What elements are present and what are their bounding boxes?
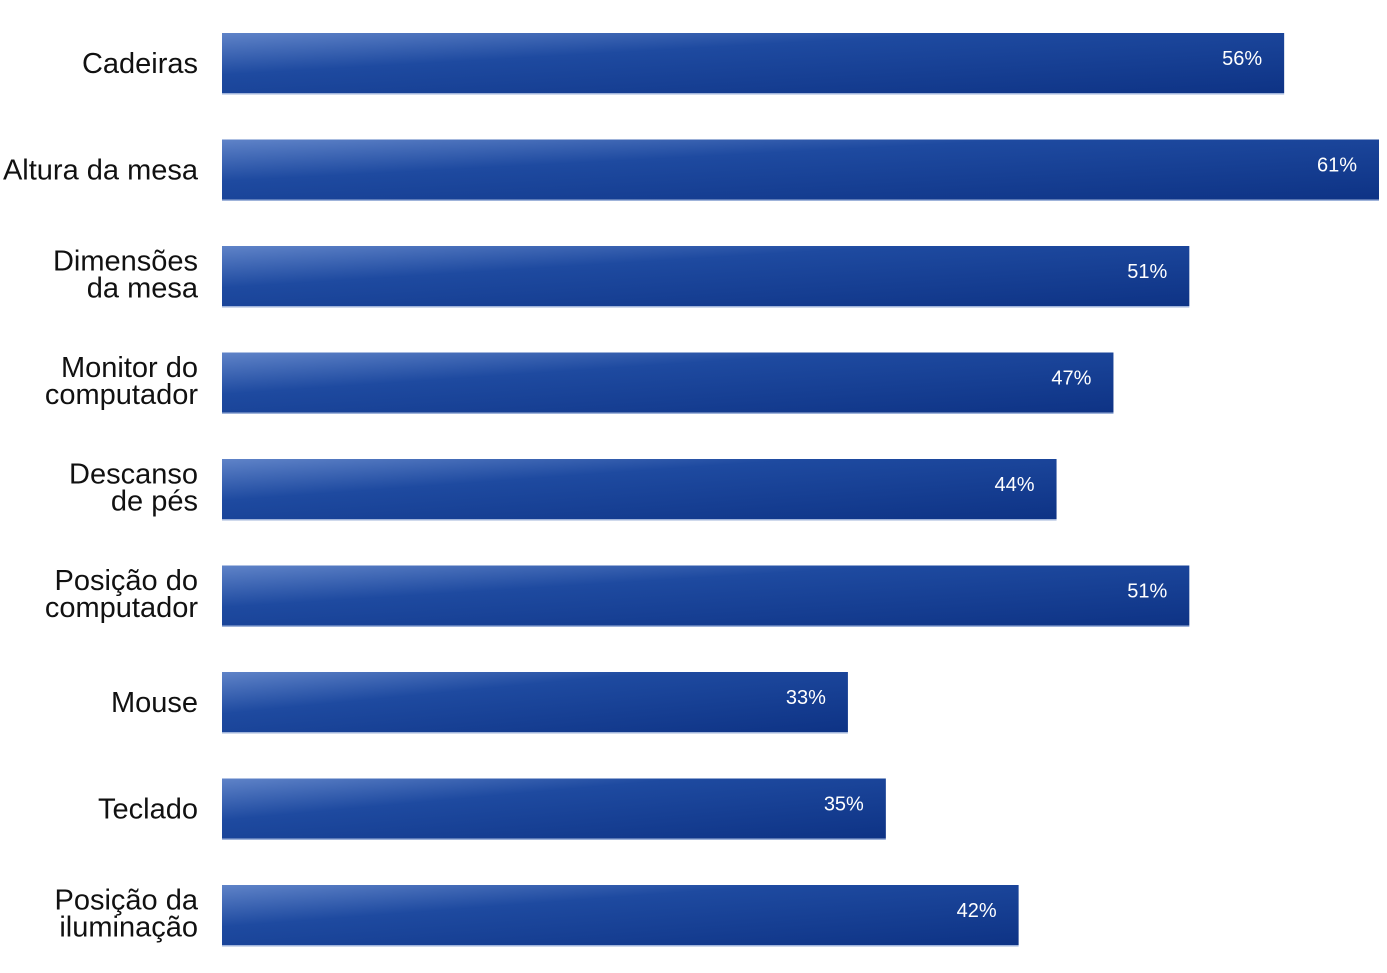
bar [222, 459, 1057, 519]
category-label: Teclado [98, 794, 198, 826]
category-label: Monitor do computador [45, 352, 198, 411]
bar-shadow [222, 199, 1379, 201]
category-labels: Cadeiras Altura da mesa Dimensões da mesa Mo… [3, 48, 199, 944]
data-label: 51% [1127, 581, 1167, 603]
data-label: 44% [995, 474, 1035, 496]
bar-shadow [222, 306, 1190, 308]
category-label: Cadeiras [82, 48, 198, 80]
data-label: 42% [957, 900, 997, 922]
data-label: 56% [1222, 48, 1262, 70]
data-label: 33% [786, 687, 826, 709]
bar [222, 565, 1190, 626]
bar-shadow [222, 519, 1057, 521]
bar-shadow [222, 732, 848, 734]
bar-shadow [222, 412, 1114, 414]
category-label-line: computador [45, 379, 198, 411]
category-label-line: Posição da [55, 885, 199, 917]
data-label: 35% [824, 794, 864, 816]
category-label: Posição da iluminação [55, 885, 199, 944]
category-label-line: Monitor do [61, 352, 198, 384]
category-label: Posição do computador [45, 565, 198, 624]
bar [222, 778, 886, 839]
category-label: Altura da mesa [3, 155, 199, 187]
data-label: 61% [1317, 155, 1357, 177]
bar-shadow [222, 625, 1190, 627]
bar [222, 33, 1285, 93]
bar [222, 352, 1114, 413]
category-label: Mouse [111, 687, 198, 719]
category-label-line: Dimensões [53, 246, 198, 278]
category-label-line: iluminação [59, 912, 198, 944]
category-label-line: de pés [111, 486, 198, 518]
data-label: 47% [1051, 368, 1091, 390]
bar-shadow [222, 838, 886, 840]
bars-layer [222, 33, 1379, 947]
bar [222, 672, 848, 732]
category-label-line: da mesa [87, 273, 199, 305]
value-labels: 56% 61% 51% 47% 44% 51% 33% 35% 42% [786, 48, 1357, 922]
category-label-line: Posição do [55, 565, 199, 597]
bar-shadow [222, 93, 1285, 95]
bar [222, 246, 1190, 306]
bar [222, 885, 1019, 945]
data-label: 51% [1127, 261, 1167, 283]
category-label-line: Descanso [69, 459, 198, 491]
category-label: Dimensões da mesa [53, 246, 199, 305]
bar [222, 139, 1379, 200]
category-label-line: computador [45, 592, 198, 624]
bar-shadow [222, 945, 1019, 947]
category-label: Descanso de pés [69, 459, 198, 518]
